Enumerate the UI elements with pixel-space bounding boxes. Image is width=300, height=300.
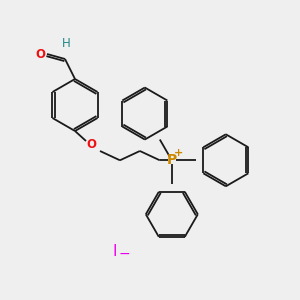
Text: −: − [118,247,130,261]
Text: I: I [113,244,117,260]
Text: H: H [61,37,70,50]
Text: +: + [174,148,183,158]
Text: O: O [86,139,96,152]
Text: P: P [167,153,177,167]
Text: O: O [35,47,45,61]
